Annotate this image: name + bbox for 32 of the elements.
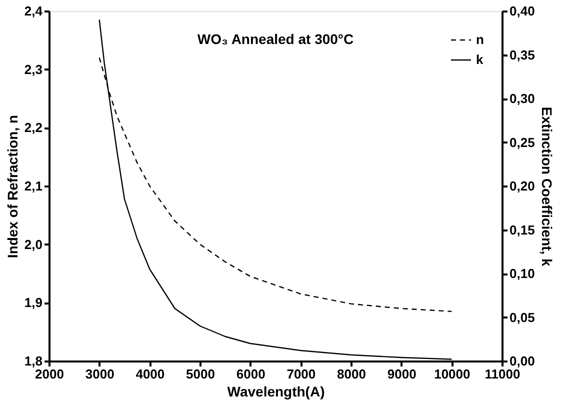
y2-tick-label: 0,30 [510, 91, 535, 106]
y2-tick-label: 0,15 [510, 222, 535, 238]
x-tick-label: 10000 [434, 366, 470, 382]
x-tick-label: 8000 [337, 366, 366, 382]
x-tick-label: 2000 [35, 366, 64, 382]
x-tick-label: 4000 [136, 366, 165, 382]
y2-tick-label: 0,05 [510, 310, 535, 325]
y2-tick-label: 0,20 [510, 178, 535, 194]
y-tick-label: 1,9 [24, 295, 42, 310]
x-tick-label: 5000 [186, 366, 215, 382]
legend-label: k [476, 52, 484, 67]
y2-tick-label: 0,25 [510, 134, 535, 150]
x-axis-title: Wavelength(A) [227, 384, 325, 400]
legend-label: n [476, 32, 484, 47]
y-tick-label: 1,8 [24, 354, 42, 368]
x-tick-label: 11000 [484, 366, 520, 382]
y2-tick-label: 0,35 [510, 47, 535, 62]
y2-tick-label: 0,10 [510, 266, 535, 281]
y2-tick-label: 0,00 [510, 354, 535, 368]
y2-axis-title: Extinction Coefficient, k [538, 106, 555, 266]
x-tick-label: 7000 [286, 366, 316, 382]
y2-tick-label: 0,40 [510, 4, 535, 18]
y-tick-label: 2,3 [24, 62, 42, 77]
y-axis-title: Index of Refraction, n [4, 114, 20, 258]
y-tick-label: 2,1 [24, 178, 42, 194]
y-tick-label: 2,2 [24, 120, 42, 136]
y-tick-label: 2,4 [24, 4, 44, 18]
x-tick-label: 6000 [236, 366, 266, 382]
text: WO₃ Annealed at 300°C [197, 31, 354, 47]
y-tick-label: 2,0 [24, 236, 42, 252]
x-tick-label: 9000 [387, 366, 416, 382]
x-tick-label: 3000 [85, 366, 114, 382]
